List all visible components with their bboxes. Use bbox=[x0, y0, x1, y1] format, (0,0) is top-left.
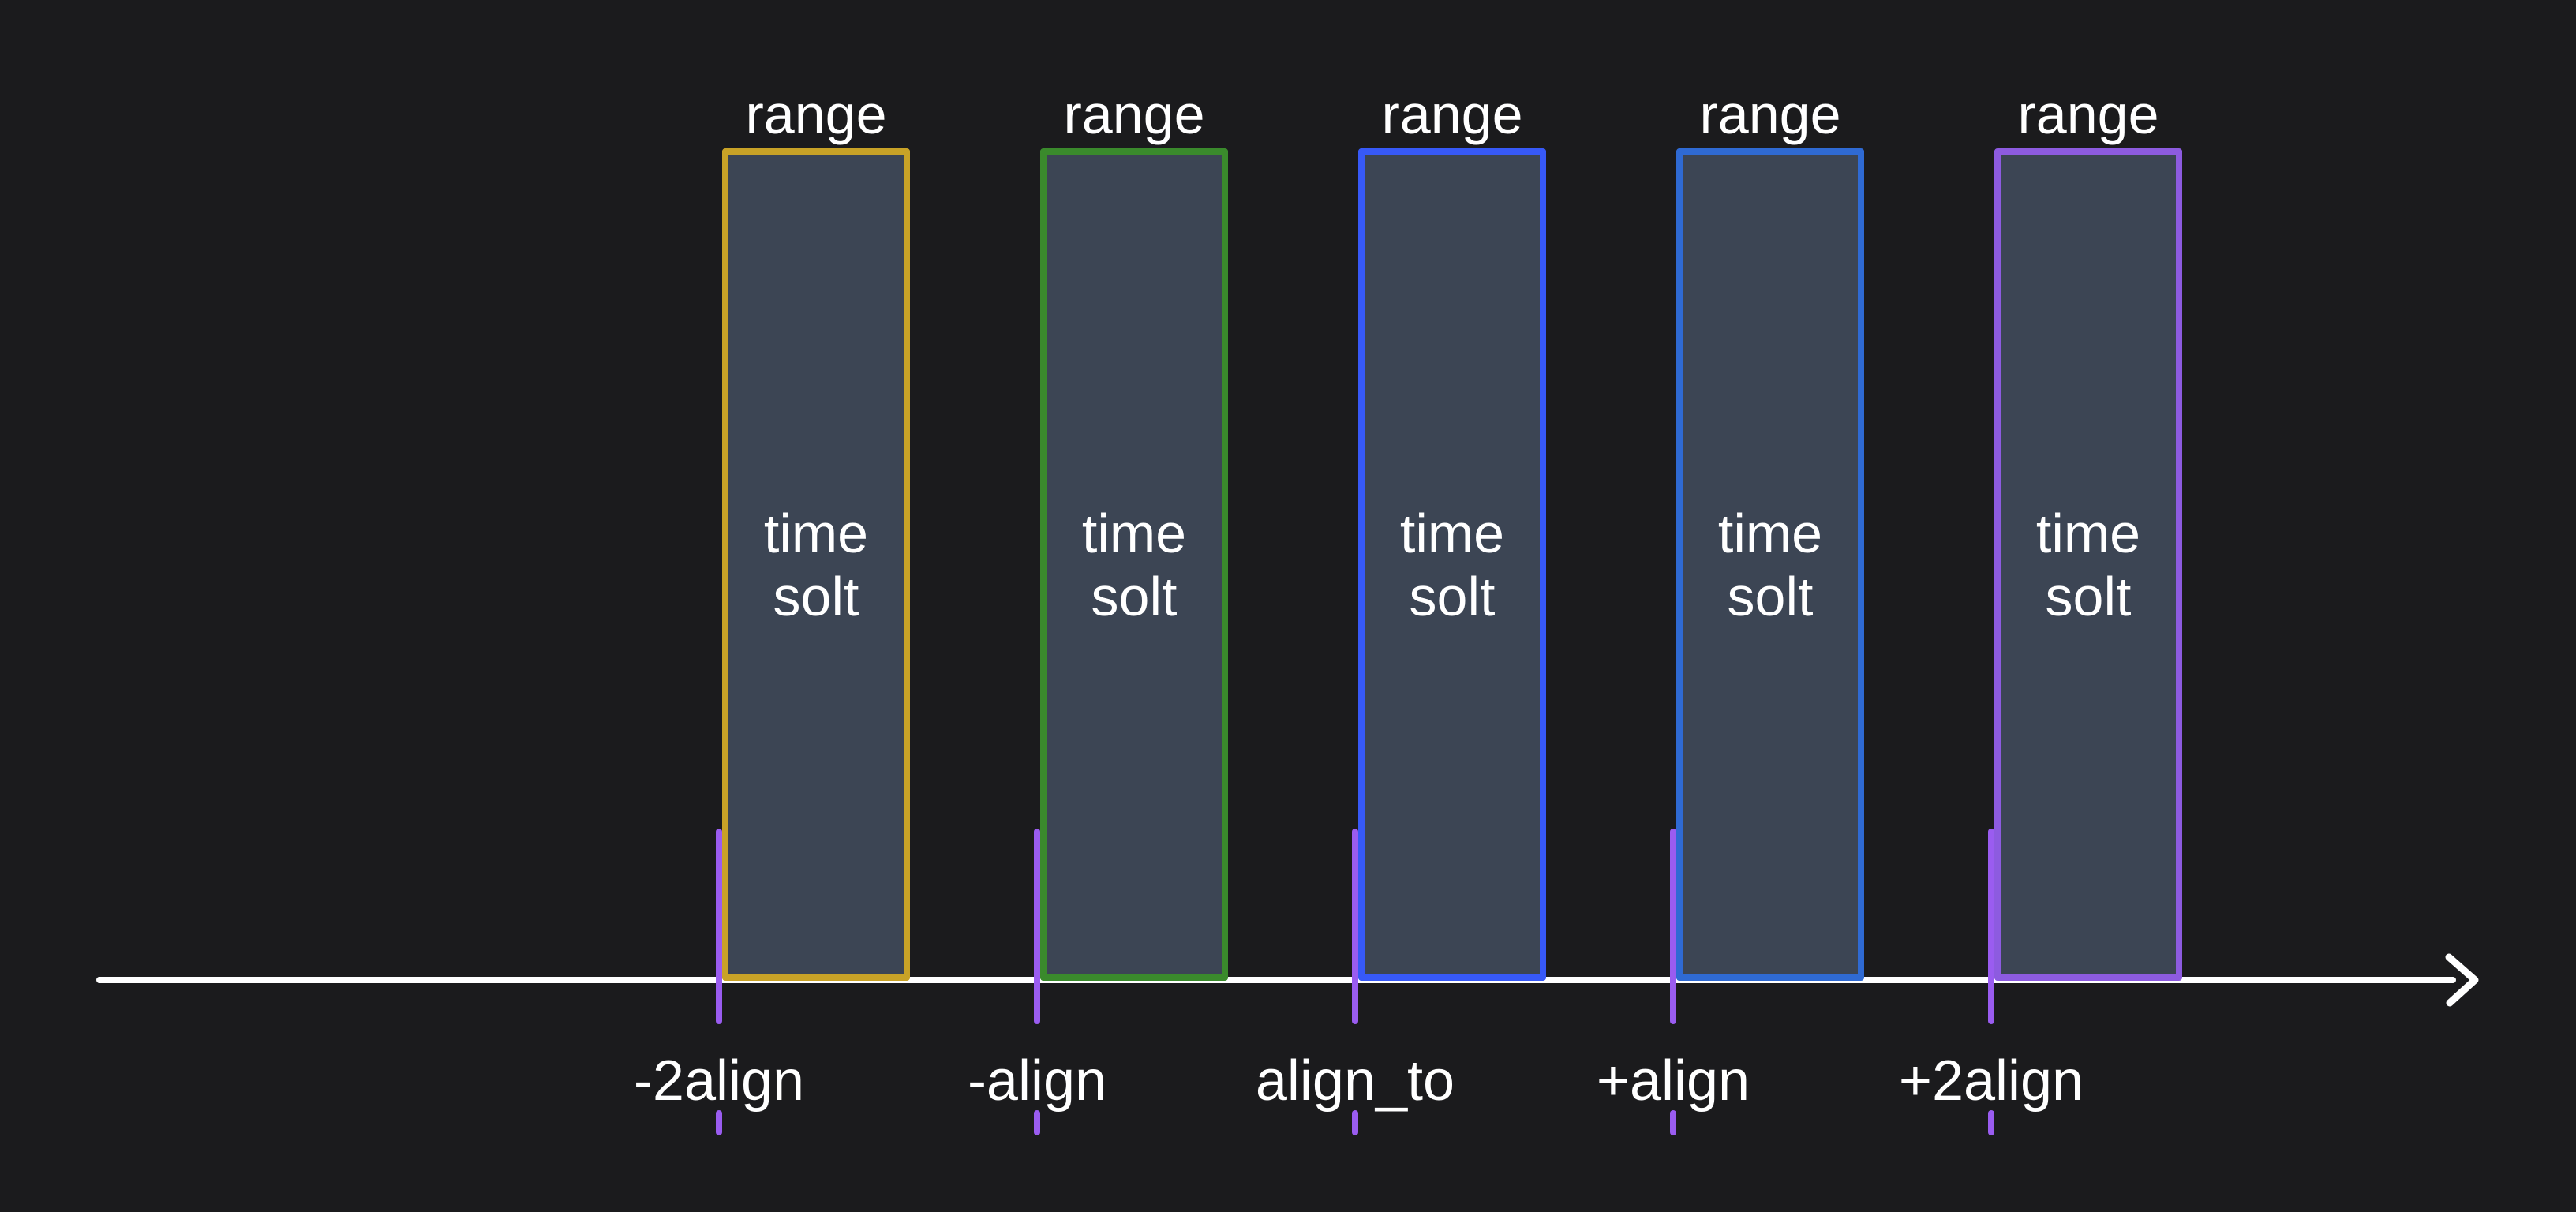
range-label: range bbox=[1699, 84, 1841, 145]
align-tick-label: +align bbox=[1596, 1049, 1750, 1113]
time-slot-text-line1: time bbox=[1717, 502, 1823, 564]
time-slot-text-line2: solt bbox=[1727, 565, 1814, 627]
time-slot-group: range time solt align_to bbox=[1256, 0, 1546, 1212]
align-tick-dash bbox=[716, 1110, 722, 1135]
align-tick-label: +2align bbox=[1898, 1049, 2084, 1113]
range-label: range bbox=[1063, 84, 1205, 145]
align-tick-dash bbox=[1670, 1110, 1676, 1135]
time-slot-box: time solt bbox=[722, 148, 910, 981]
time-slot-text-line1: time bbox=[1399, 502, 1505, 564]
time-slot-box: time solt bbox=[1040, 148, 1228, 981]
time-slot-box: time solt bbox=[1358, 148, 1546, 981]
time-slot-text-line2: solt bbox=[773, 565, 859, 627]
time-slot-box: time solt bbox=[1676, 148, 1864, 981]
time-slot-text-line2: solt bbox=[1091, 565, 1178, 627]
time-slot-text-line1: time bbox=[2035, 502, 2141, 564]
align-tick-line bbox=[716, 829, 722, 1024]
range-label: range bbox=[745, 84, 887, 145]
time-slot-group: range time solt -align bbox=[968, 0, 1228, 1212]
time-slot-box: time solt bbox=[1994, 148, 2182, 981]
align-tick-dash bbox=[1352, 1110, 1358, 1135]
align-tick-dash bbox=[1034, 1110, 1040, 1135]
range-label: range bbox=[2017, 84, 2159, 145]
time-slot-text-line2: solt bbox=[1409, 565, 1496, 627]
align-tick-label: align_to bbox=[1255, 1049, 1455, 1113]
align-tick-line bbox=[1034, 829, 1040, 1024]
align-tick-dash bbox=[1988, 1110, 1994, 1135]
time-slot-group: range time solt -2align bbox=[634, 0, 910, 1212]
align-tick-label: -2align bbox=[633, 1049, 805, 1113]
range-label: range bbox=[1381, 84, 1523, 145]
align-tick-line bbox=[1988, 829, 1994, 1024]
align-tick-line bbox=[1670, 829, 1676, 1024]
time-slot-text-line1: time bbox=[763, 502, 869, 564]
align-tick-label: -align bbox=[967, 1049, 1107, 1113]
timeline-axis bbox=[96, 977, 2456, 983]
time-slot-group: range time solt +align bbox=[1597, 0, 1864, 1212]
time-slot-text-line2: solt bbox=[2045, 565, 2132, 627]
align-tick-line bbox=[1352, 829, 1358, 1024]
time-slot-group: range time solt +2align bbox=[1899, 0, 2182, 1212]
time-slot-text-line1: time bbox=[1081, 502, 1187, 564]
